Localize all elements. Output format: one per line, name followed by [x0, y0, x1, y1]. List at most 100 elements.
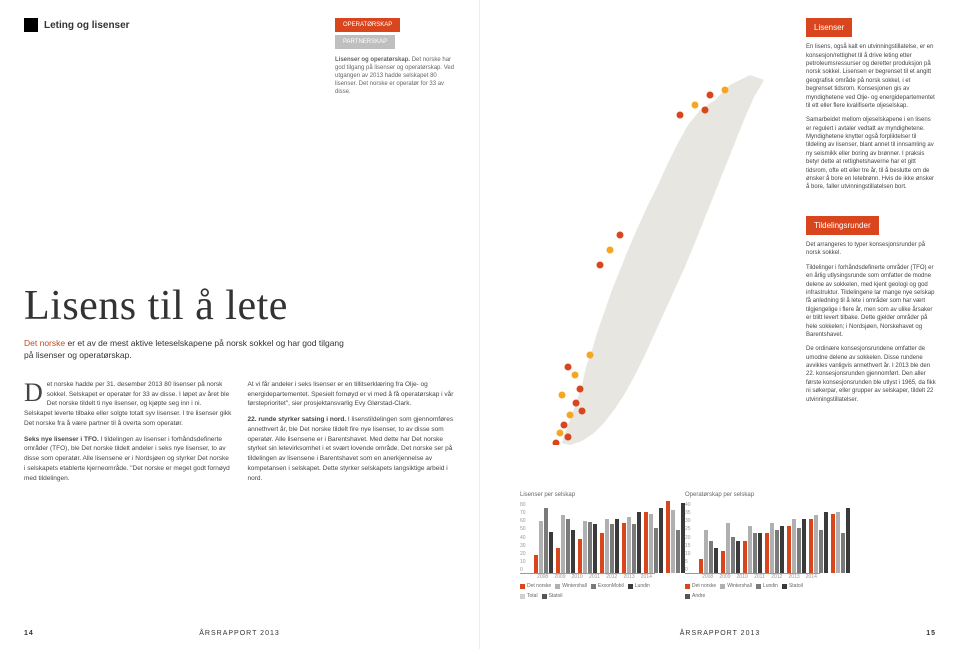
bar [627, 517, 631, 573]
bar [758, 533, 762, 573]
map-dot [553, 440, 560, 446]
map-dot [565, 434, 572, 441]
legend-box: OPERATØRSKAP PARTNERSKAP Lisenser og ope… [335, 18, 455, 96]
chart1-legend: Det norskeWintershallExxonMobilLundinTot… [520, 583, 655, 599]
bar [814, 515, 818, 573]
legend-item: Wintershall [720, 583, 752, 589]
bar-group [809, 512, 828, 573]
map-dot [607, 247, 614, 254]
sidebar-p1: En lisens, også kalt en utvinningstillat… [806, 43, 936, 110]
bar-group [699, 530, 718, 573]
left-page: Leting og lisenser OPERATØRSKAP PARTNERS… [0, 0, 480, 649]
map-dot [565, 364, 572, 371]
legend-item: Total [520, 593, 538, 599]
sidebar: Lisenser En lisens, også kalt en utvinni… [806, 18, 936, 414]
sidebar-p3: Det arrangeres to typer konsesjonsrunder… [806, 241, 936, 258]
footer-right-text: ÅRSRAPPORT 2013 [680, 630, 761, 637]
bar [676, 530, 680, 573]
bar [780, 526, 784, 573]
chart2-ylabels: 4035302520151050 [685, 502, 697, 573]
bar [726, 523, 730, 573]
chart1-ylabels: 80706050403020100 [520, 502, 532, 573]
chart2-legend: Det norske Wintershall Lundin Statoil Andre [685, 583, 820, 599]
bar-group [721, 523, 740, 573]
legend-item: Statoil [782, 583, 803, 589]
bar [831, 514, 835, 573]
bar-group [666, 501, 685, 573]
bar-group [622, 512, 641, 573]
bar [671, 510, 675, 573]
bar [534, 555, 538, 573]
bar [605, 519, 609, 573]
chip-partnerskap: PARTNERSKAP [335, 35, 395, 49]
legend-caption-bold: Lisenser og operatørskap. [335, 57, 410, 63]
map-dot [567, 412, 574, 419]
map-dot [702, 107, 709, 114]
bar [736, 541, 740, 573]
article-lead: Det norske er et av de mest aktive letes… [24, 338, 344, 362]
norway-map [520, 55, 790, 445]
bar [632, 524, 636, 573]
bar [775, 530, 779, 573]
col2-p2: 22. runde styrker satsing i nord. I lise… [248, 415, 456, 483]
bar [714, 548, 718, 573]
bar-group [765, 523, 784, 573]
bar [566, 519, 570, 573]
bar [743, 541, 747, 573]
bar [809, 519, 813, 573]
bar [819, 530, 823, 573]
map-dot [572, 372, 579, 379]
bar [549, 532, 553, 573]
bar-group [534, 508, 553, 573]
map-dot [573, 400, 580, 407]
bar [659, 508, 663, 573]
bar [649, 514, 653, 573]
bar [802, 519, 806, 573]
bar [748, 526, 752, 573]
charts-row: Lisenser per selskap 80706050403020100 2… [520, 492, 820, 599]
right-page: Lisenser per selskap 80706050403020100 2… [480, 0, 960, 649]
bar [770, 523, 774, 573]
bar [593, 524, 597, 574]
bar [787, 526, 791, 573]
legend-item: Lundin [756, 583, 778, 589]
chart2-title: Operatørskap per selskap [685, 492, 820, 498]
bar [622, 523, 626, 573]
chart1-title: Lisenser per selskap [520, 492, 655, 498]
bar [792, 519, 796, 573]
article-title: Lisens til å lete [24, 282, 455, 330]
bar [654, 528, 658, 573]
bar [588, 522, 592, 573]
bar-group [644, 508, 663, 573]
chart-lisenser: Lisenser per selskap 80706050403020100 2… [520, 492, 655, 599]
chip-operatorskap: OPERATØRSKAP [335, 18, 400, 32]
legend-item: Wintershall [555, 583, 587, 589]
map-dot [722, 87, 729, 94]
map-dot [692, 102, 699, 109]
dropcap: D [24, 380, 47, 404]
footer-left: 14 [24, 630, 46, 637]
chart1-xlabels: 2008200920102011201220132014 [520, 574, 655, 580]
bar [699, 559, 703, 573]
bar [571, 530, 575, 573]
map-land [562, 75, 764, 445]
bar [836, 512, 840, 573]
bar [731, 537, 735, 573]
bar [644, 512, 648, 573]
bar-group [600, 519, 619, 573]
col2-p1: At vi får andeler i seks lisenser er en … [248, 380, 456, 409]
map-dot [557, 430, 564, 437]
bar [666, 501, 670, 573]
bar-group [831, 508, 850, 573]
bar [600, 533, 604, 574]
legend-item: Det norske [520, 583, 551, 589]
bar [846, 508, 850, 573]
bar [704, 530, 708, 573]
map-dot [587, 352, 594, 359]
bar [797, 528, 801, 573]
bar-group [578, 521, 597, 573]
legend-item: Det norske [685, 583, 716, 589]
legend-item: Andre [685, 593, 705, 599]
legend-item: ExxonMobil [591, 583, 624, 589]
bar-group [556, 515, 575, 574]
